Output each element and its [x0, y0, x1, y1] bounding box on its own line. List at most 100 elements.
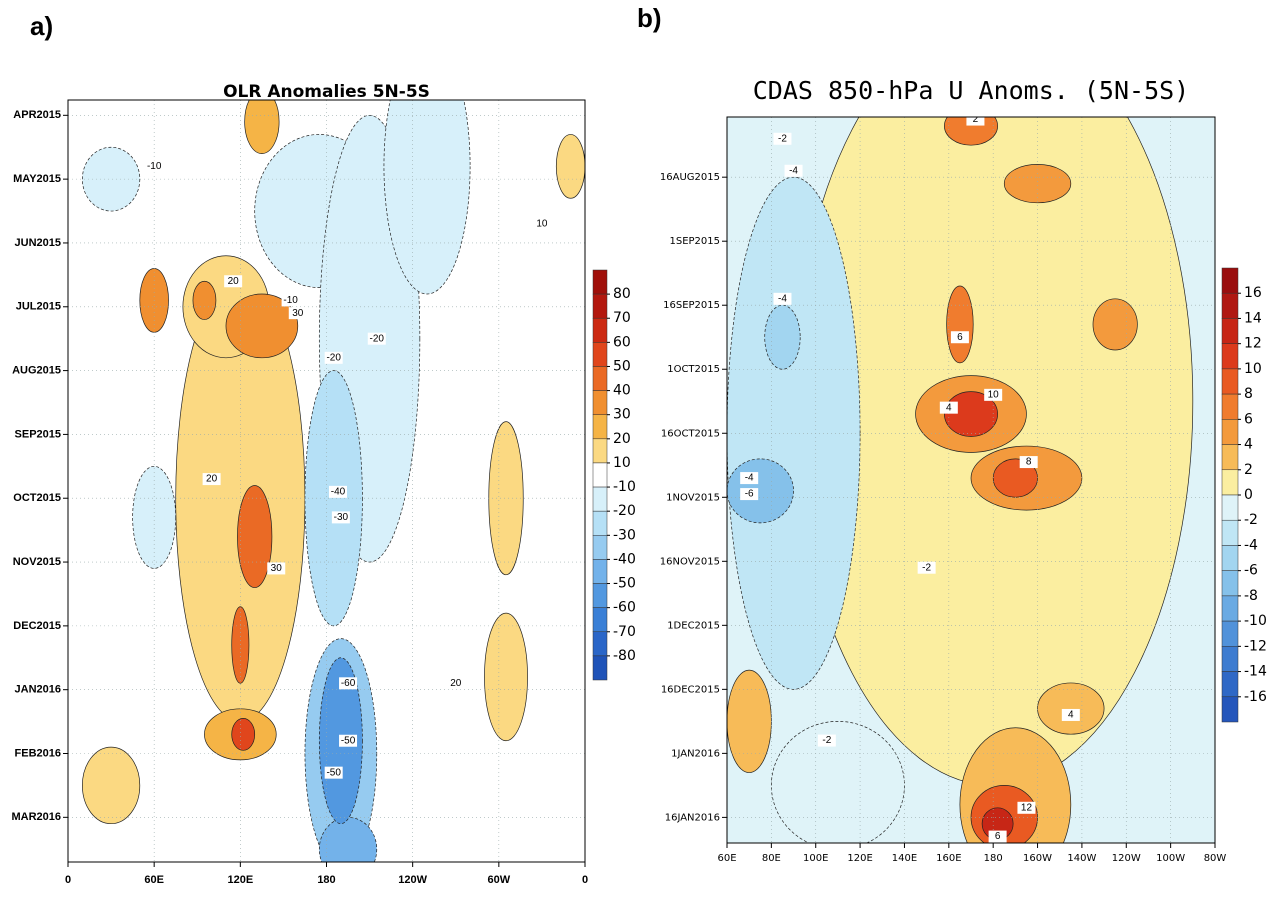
colorbar-swatch — [592, 390, 608, 415]
y-tick-label: MAY2015 — [13, 173, 61, 185]
colorbar-swatch — [1221, 444, 1239, 471]
anomaly-region — [1003, 164, 1072, 204]
contour-label-box — [740, 472, 759, 485]
anomaly-region — [231, 718, 256, 751]
y-tick-label: DEC2015 — [13, 620, 61, 632]
contour-label-box — [281, 294, 300, 307]
colorbar-swatch — [592, 342, 608, 367]
colorbar-label: 0 — [1244, 487, 1253, 503]
colorbar-swatch — [1221, 343, 1239, 370]
colorbar-label: 60 — [613, 334, 631, 350]
colorbar-label: 14 — [1244, 310, 1262, 326]
colorbar-label: 16 — [1244, 285, 1262, 301]
contour-label-box — [331, 511, 350, 524]
colorbar-label: -10 — [1244, 613, 1267, 629]
contour-label: -6 — [745, 489, 754, 500]
y-tick-label: 1OCT2015 — [667, 364, 720, 375]
colorbar-swatch — [592, 486, 608, 512]
colorbar-swatch — [592, 438, 608, 464]
anomaly-region — [383, 100, 471, 295]
colorbar-swatch — [1221, 671, 1239, 698]
contour-label-box — [288, 307, 307, 320]
contour-label-box — [817, 734, 836, 747]
colorbar-swatch — [1221, 646, 1239, 672]
contour-label-box — [324, 766, 343, 779]
x-tick-label: 80W — [1204, 853, 1227, 864]
anomaly-region — [484, 612, 528, 742]
colorbar-label: 30 — [613, 407, 631, 423]
colorbar-swatch — [592, 317, 608, 343]
anomaly-region — [555, 134, 585, 199]
contour-label: 20 — [206, 474, 218, 485]
contour-label: -50 — [341, 735, 356, 746]
x-tick-label: 60E — [717, 853, 736, 864]
x-tick-label: 140W — [1067, 853, 1096, 864]
colorbar-label: -12 — [1244, 638, 1267, 654]
colorbar-label: 80 — [613, 286, 631, 302]
anomaly-region — [946, 285, 974, 364]
contour-label-box — [339, 734, 358, 747]
contour-label: 4 — [946, 402, 952, 413]
x-tick-label: 0 — [65, 874, 71, 886]
anomaly-region — [82, 746, 141, 825]
contour-label-box — [145, 160, 164, 173]
contour-label: 30 — [292, 308, 304, 319]
colorbar-label: -10 — [613, 479, 636, 495]
x-tick-label: 100W — [1156, 853, 1185, 864]
y-tick-label: 16DEC2015 — [661, 684, 720, 695]
anomaly-region — [727, 458, 794, 524]
x-tick-label: 160E — [936, 853, 961, 864]
anomaly-region — [132, 465, 177, 569]
anomaly-region — [1092, 298, 1138, 351]
anomaly-region — [192, 280, 217, 320]
contour-label: -4 — [745, 473, 754, 484]
colorbar-label: 10 — [1244, 361, 1262, 377]
colorbar-swatch — [1221, 368, 1239, 395]
anomaly-region — [771, 721, 905, 843]
y-tick-label: JUL2015 — [16, 301, 61, 313]
colorbar-label: -80 — [613, 648, 636, 664]
anomaly-region — [318, 816, 378, 862]
y-tick-label: 16NOV2015 — [660, 556, 720, 567]
colorbar-label: -40 — [613, 551, 636, 567]
contour-label: -2 — [778, 133, 787, 144]
x-tick-label: 60E — [144, 874, 164, 886]
contour-label: -2 — [922, 562, 931, 573]
x-tick-label: 120W — [398, 874, 427, 886]
x-tick-label: 100E — [803, 853, 828, 864]
colorbar-label: 6 — [1244, 411, 1253, 427]
colorbar-swatch — [592, 293, 608, 319]
colorbar-label: -70 — [613, 624, 636, 640]
y-tick-label: 16SEP2015 — [663, 300, 720, 311]
x-tick-label: 180 — [317, 874, 335, 886]
colorbar-label: -50 — [613, 576, 636, 592]
contour-label-box — [1017, 801, 1036, 814]
anomaly-region — [244, 100, 280, 154]
y-tick-label: 1SEP2015 — [669, 236, 720, 247]
anomaly-region — [488, 421, 524, 576]
contour-label: -30 — [334, 512, 349, 523]
colorbar-label: -6 — [1244, 563, 1258, 579]
y-tick-label: SEP2015 — [15, 428, 61, 440]
y-tick-label: AUG2015 — [12, 364, 61, 376]
y-tick-label: 1NOV2015 — [666, 492, 720, 503]
anomaly-region — [1037, 682, 1105, 735]
x-tick-label: 120W — [1112, 853, 1141, 864]
contour-label-box — [339, 677, 358, 690]
anomaly-region — [237, 485, 273, 588]
contour-label: 6 — [957, 332, 963, 343]
contour-label: -2 — [822, 735, 831, 746]
anomaly-region — [727, 669, 772, 773]
colorbar-swatch — [1221, 494, 1239, 521]
y-tick-label: 1JAN2016 — [671, 748, 720, 759]
contour-label-box — [446, 677, 465, 690]
colorbar-swatch — [1221, 318, 1239, 344]
contour-label-box — [1019, 456, 1038, 469]
contour-label-box — [224, 275, 243, 288]
y-tick-label: APR2015 — [13, 109, 61, 121]
colorbar-swatch — [592, 269, 608, 295]
contour-label: -20 — [326, 352, 341, 363]
contour-label: -20 — [370, 333, 385, 344]
colorbar-swatch — [1221, 570, 1239, 597]
